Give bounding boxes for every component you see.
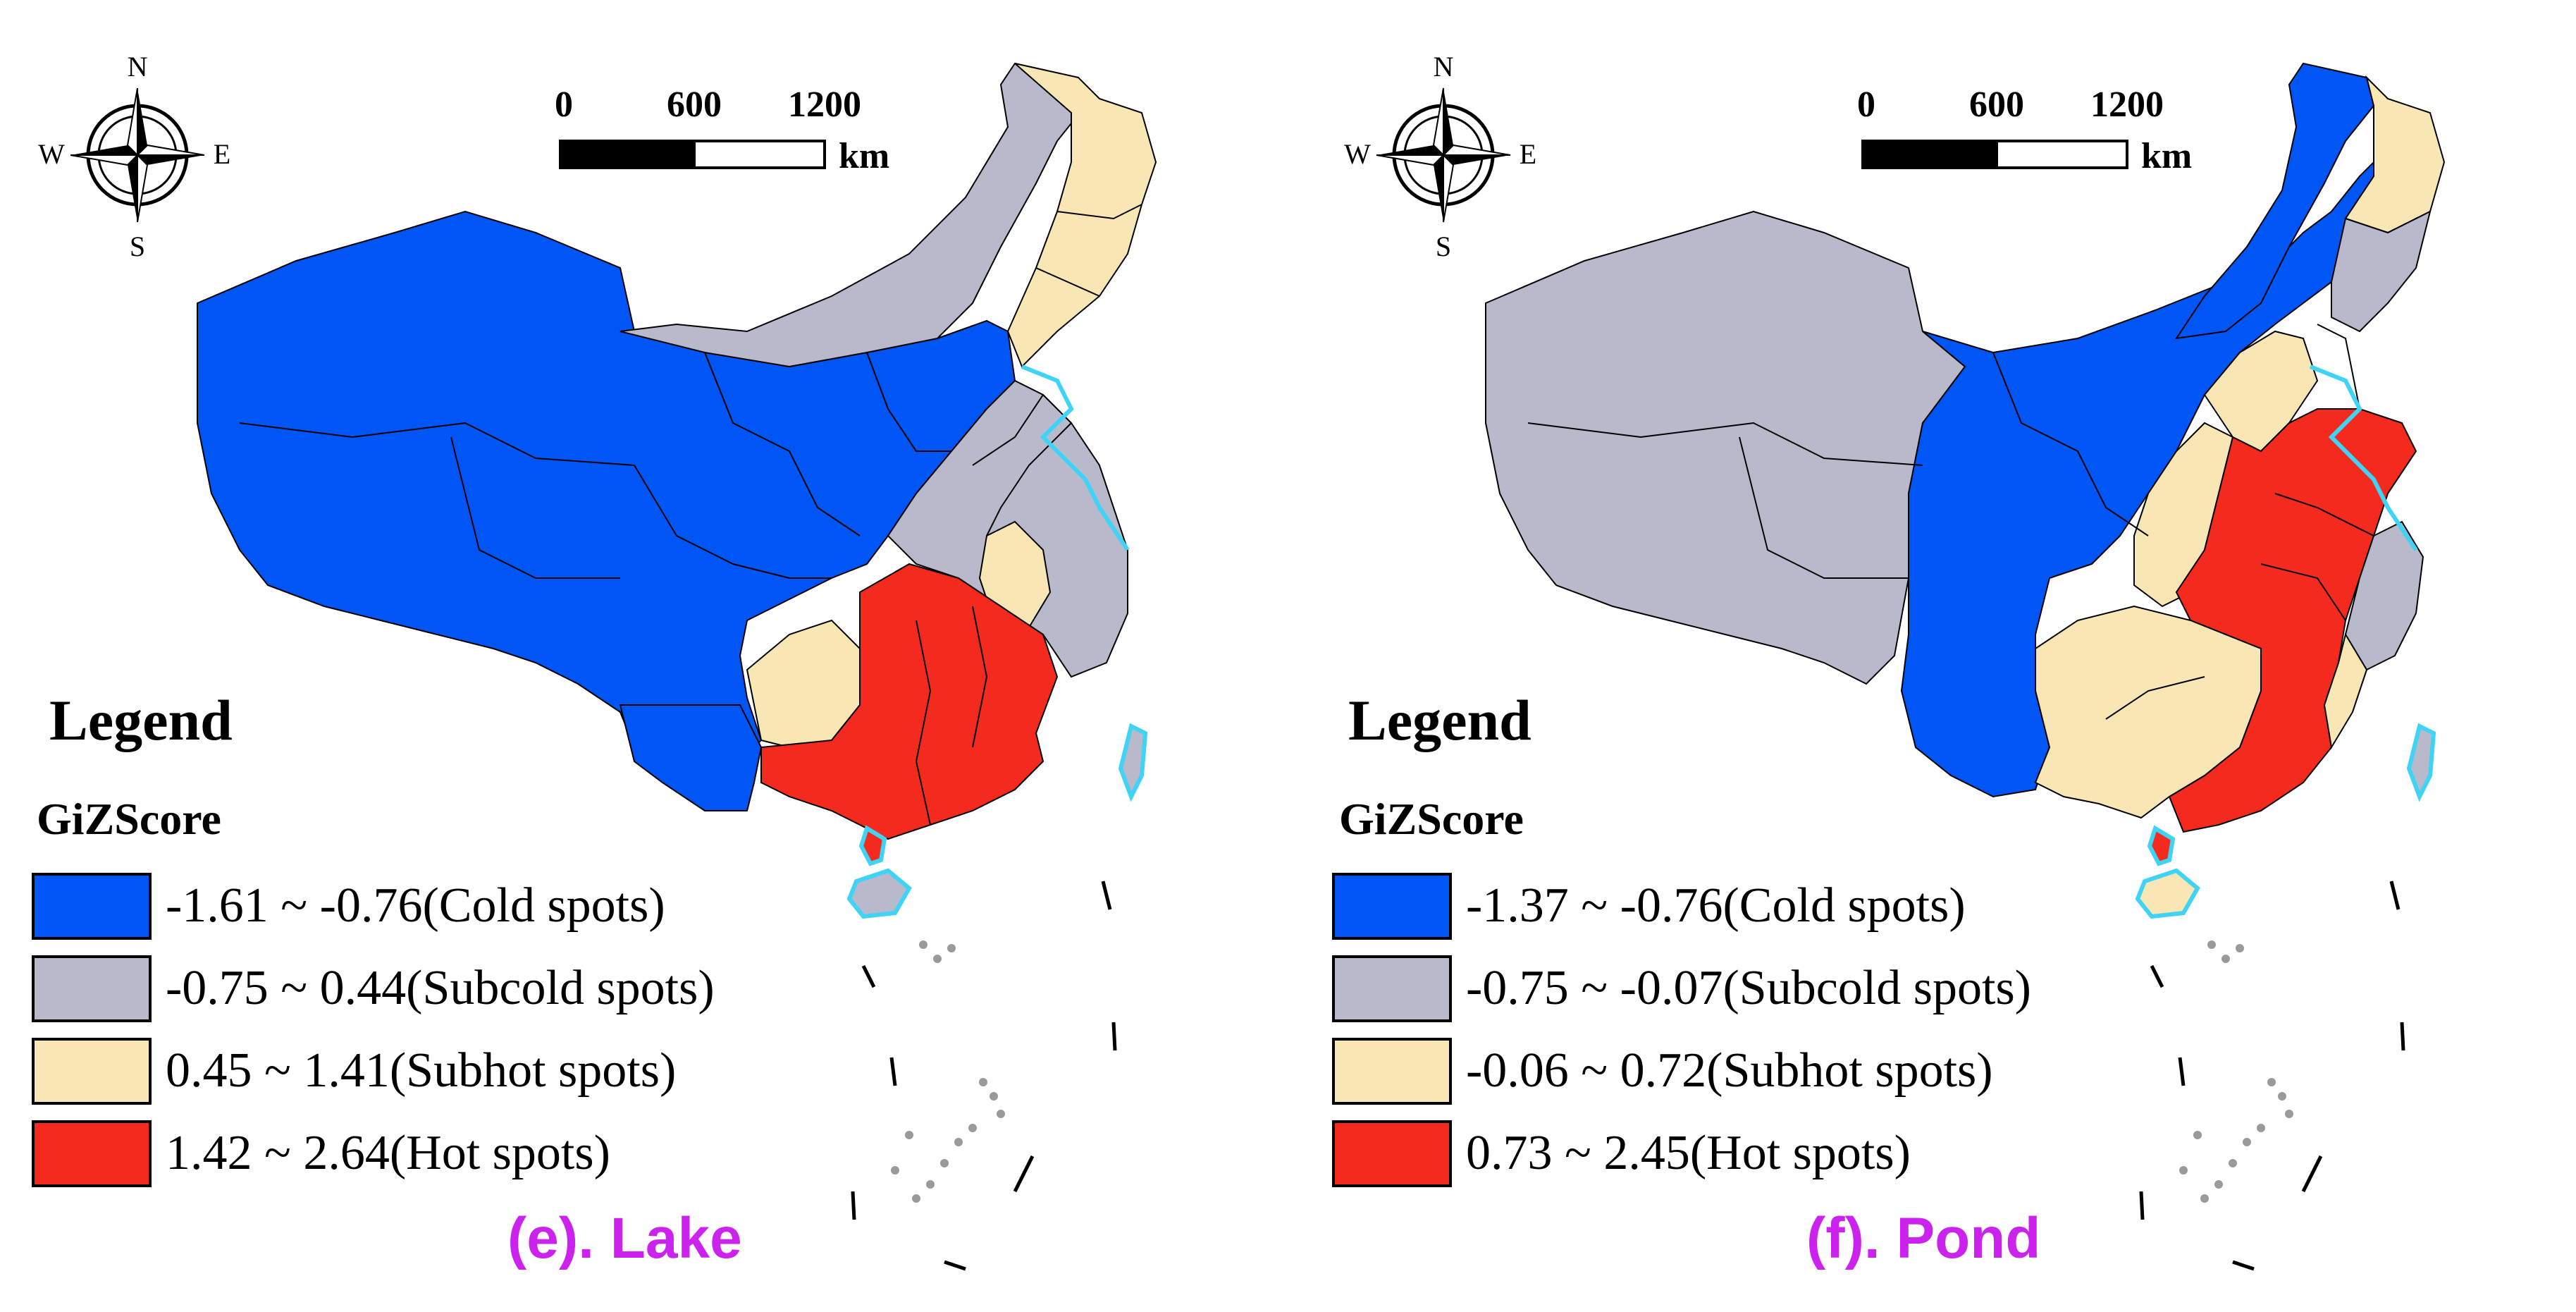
legend-label-cold: -1.61 ~ -0.76(Cold spots) xyxy=(166,878,665,933)
legend-label-hot: 0.73 ~ 2.45(Hot spots) xyxy=(1466,1126,1911,1180)
map-panel-lake: N S E W 0 600 1200 km Legend GiZScore -1… xyxy=(32,51,1157,1271)
province-boundaries xyxy=(239,204,1142,826)
legend-swatch-hot xyxy=(32,1120,152,1187)
hainan-island xyxy=(846,868,912,919)
scale-tick-0: 0 xyxy=(555,85,573,125)
legend-swatch-subhot xyxy=(32,1037,152,1105)
compass-south: S xyxy=(130,231,145,262)
scale-tick-1200: 1200 xyxy=(788,85,861,125)
legend-title: Legend xyxy=(49,688,233,752)
region-subhot-south xyxy=(2034,605,2262,819)
compass-rose: N S E W xyxy=(1344,51,1536,262)
scale-unit: km xyxy=(2141,136,2192,176)
legend-item-subhot: -0.06 ~ 0.72(Subhot spots) xyxy=(1332,1036,1993,1106)
legend-swatch-cold xyxy=(1332,872,1452,940)
map-panel-pond: N S E W 0 600 1200 km Legend GiZScore -1… xyxy=(1288,0,2576,1312)
legend-subtitle: GiZScore xyxy=(37,794,221,844)
legend-item-hot: 0.73 ~ 2.45(Hot spots) xyxy=(1332,1118,1911,1189)
legend-swatch-subcold xyxy=(1332,955,1452,1022)
map-pond: N S E W 0 600 1200 km xyxy=(1344,51,2446,1271)
legend-item-cold: -1.37 ~ -0.76(Cold spots) xyxy=(1332,871,1966,941)
legend-label-subcold: -0.75 ~ 0.44(Subcold spots) xyxy=(166,961,715,1015)
scale-tick-1200: 1200 xyxy=(2090,85,2164,125)
compass-west: W xyxy=(1344,138,1371,170)
south-china-sea-inset xyxy=(2139,881,2405,1271)
region-subcold-west xyxy=(1485,210,1966,685)
scale-tick-600: 600 xyxy=(1969,85,2024,125)
legend-label-cold: -1.37 ~ -0.76(Cold spots) xyxy=(1466,878,1966,933)
region-subhot-southeast xyxy=(2323,632,2368,749)
scale-tick-600: 600 xyxy=(667,85,722,125)
hainan-island xyxy=(2135,868,2200,919)
legend-title: Legend xyxy=(1348,688,1532,752)
hot-peninsula xyxy=(2147,825,2176,866)
taiwan-island xyxy=(1118,723,1148,802)
scale-unit: km xyxy=(839,136,889,176)
compass-south: S xyxy=(1436,231,1451,262)
legend-label-subhot: 0.45 ~ 1.41(Subhot spots) xyxy=(166,1043,677,1098)
legend-swatch-cold xyxy=(32,872,152,940)
compass-north: N xyxy=(1434,51,1454,82)
legend-label-subhot: -0.06 ~ 0.72(Subhot spots) xyxy=(1466,1043,1993,1098)
islets xyxy=(891,940,1005,1203)
legend-item-subcold: -0.75 ~ 0.44(Subcold spots) xyxy=(32,953,715,1024)
legend-item-subhot: 0.45 ~ 1.41(Subhot spots) xyxy=(32,1036,676,1106)
legend-label-subcold: -0.75 ~ -0.07(Subcold spots) xyxy=(1466,961,2031,1015)
hot-peninsula xyxy=(858,825,887,866)
legend-subtitle: GiZScore xyxy=(1339,794,1524,844)
legend-swatch-subcold xyxy=(32,955,152,1022)
legend-item-cold: -1.61 ~ -0.76(Cold spots) xyxy=(32,871,665,941)
taiwan-island xyxy=(2406,723,2436,802)
region-cold-southwest xyxy=(619,704,763,811)
scale-tick-0: 0 xyxy=(1857,85,1875,125)
compass-north: N xyxy=(128,51,148,82)
legend-swatch-subhot xyxy=(1332,1037,1452,1105)
compass-east: E xyxy=(1520,138,1536,170)
compass-rose: N S E W xyxy=(38,51,230,262)
region-cold-northeast xyxy=(2174,62,2375,340)
panel-caption-lake: (e). Lake xyxy=(507,1206,742,1270)
coastline xyxy=(2309,364,2418,551)
panel-caption-pond: (f). Pond xyxy=(1806,1206,2041,1270)
scale-bar: 0 600 1200 km xyxy=(1857,85,2192,176)
region-subcold-northeast xyxy=(2331,210,2432,333)
compass-east: E xyxy=(214,138,230,170)
scale-bar: 0 600 1200 km xyxy=(555,85,889,176)
legend-item-hot: 1.42 ~ 2.64(Hot spots) xyxy=(32,1118,610,1189)
region-subcold-east xyxy=(2344,520,2424,671)
coastline xyxy=(1021,364,1130,551)
compass-west: W xyxy=(38,138,65,170)
legend-swatch-hot xyxy=(1332,1120,1452,1187)
map-lake: N S E W 0 600 1200 km xyxy=(38,51,1157,1271)
legend-label-hot: 1.42 ~ 2.64(Hot spots) xyxy=(166,1126,610,1180)
province-boundaries xyxy=(1527,324,2374,720)
legend-item-subcold: -0.75 ~ -0.07(Subcold spots) xyxy=(1332,953,2031,1024)
region-subhot-central xyxy=(978,520,1052,629)
south-china-sea-inset xyxy=(851,881,1117,1271)
islets xyxy=(2179,940,2293,1203)
